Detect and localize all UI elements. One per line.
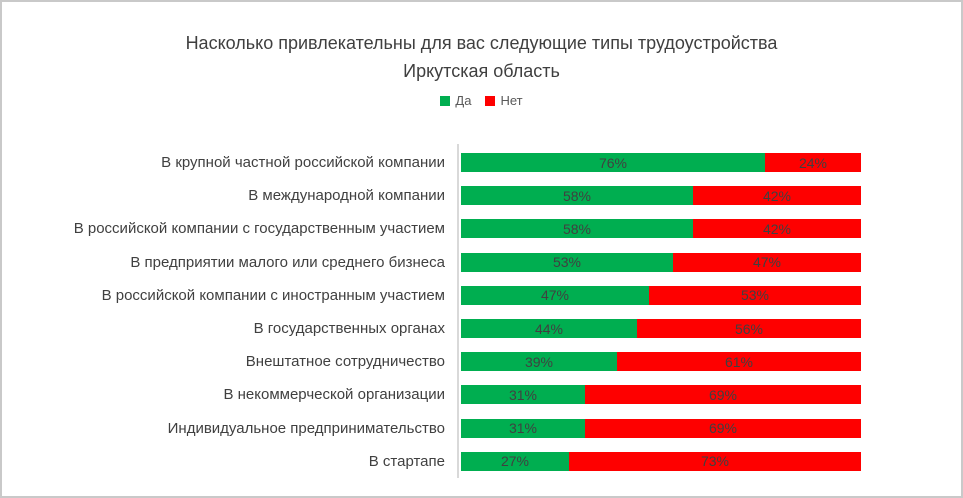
legend-swatch-icon — [485, 95, 496, 106]
bar-track: 44% 56% — [461, 319, 861, 339]
chart-title: Насколько привлекательны для вас следующ… — [2, 29, 961, 85]
legend-item-yes: Да — [440, 93, 471, 108]
bar-segment-yes: 27% — [461, 451, 569, 471]
chart-row: Индивидуальное предпринимательство 31% 69% — [2, 412, 961, 445]
chart-row: В некоммерческой организации 31% 69% — [2, 378, 961, 411]
chart-row: Внештатное сотрудничество 39% 61% — [2, 345, 961, 378]
data-label: 39% — [524, 353, 554, 370]
bar-segment-yes: 58% — [461, 186, 693, 206]
data-label: 31% — [508, 386, 538, 403]
bar-track: 76% 24% — [461, 153, 861, 173]
data-label: 31% — [508, 420, 538, 437]
bar-segment-no: 69% — [585, 418, 861, 438]
chart-row: В стартапе 27% 73% — [2, 445, 961, 478]
bar-track: 58% 42% — [461, 219, 861, 239]
data-label: 61% — [724, 353, 754, 370]
data-label: 56% — [734, 320, 764, 337]
legend-label: Нет — [500, 93, 523, 108]
category-label: В государственных органах — [253, 320, 445, 338]
category-axis-line — [457, 144, 459, 478]
bar-track: 47% 53% — [461, 285, 861, 305]
bar-segment-yes: 58% — [461, 219, 693, 239]
data-label: 53% — [740, 287, 770, 304]
bar-track: 31% 69% — [461, 385, 861, 405]
legend-swatch-icon — [440, 95, 451, 106]
category-label: В крупной частной российской компании — [161, 154, 445, 172]
data-label: 42% — [762, 187, 792, 204]
chart-row: В международной компании 58% 42% — [2, 179, 961, 212]
bar-segment-no: 69% — [585, 385, 861, 405]
data-label: 47% — [752, 254, 782, 271]
data-label: 47% — [540, 287, 570, 304]
bar-segment-yes: 47% — [461, 285, 649, 305]
category-label: В стартапе — [368, 452, 445, 470]
chart-title-line-2: Иркутская область — [403, 61, 560, 81]
bar-segment-no: 56% — [637, 319, 861, 339]
bar-track: 27% 73% — [461, 451, 861, 471]
bar-segment-no: 42% — [693, 219, 861, 239]
bar-segment-yes: 44% — [461, 319, 637, 339]
chart-row: В российской компании с государственным … — [2, 212, 961, 245]
data-label: 53% — [552, 254, 582, 271]
category-label: В международной компании — [248, 187, 445, 205]
bar-segment-yes: 31% — [461, 418, 585, 438]
data-label: 58% — [562, 187, 592, 204]
data-label: 27% — [500, 453, 530, 470]
chart-row: В крупной частной российской компании 76%… — [2, 146, 961, 179]
bar-track: 58% 42% — [461, 186, 861, 206]
bar-segment-no: 42% — [693, 186, 861, 206]
data-label: 44% — [534, 320, 564, 337]
data-label: 73% — [700, 453, 730, 470]
bar-segment-no: 61% — [617, 352, 861, 372]
category-label: В российской компании с иностранным учас… — [101, 286, 445, 304]
plot-area: В крупной частной российской компании 76%… — [2, 146, 961, 478]
bar-track: 39% 61% — [461, 352, 861, 372]
bar-segment-no: 53% — [649, 285, 861, 305]
data-label: 69% — [708, 420, 738, 437]
bar-segment-yes: 39% — [461, 352, 617, 372]
bar-track: 31% 69% — [461, 418, 861, 438]
category-label: В российской компании с государственным … — [73, 220, 445, 238]
data-label: 24% — [798, 154, 828, 171]
bar-segment-yes: 76% — [461, 153, 765, 173]
legend: Да Нет — [2, 93, 961, 108]
legend-label: Да — [455, 93, 472, 108]
category-label: В некоммерческой организации — [223, 386, 445, 404]
data-label: 69% — [708, 386, 738, 403]
bar-track: 53% 47% — [461, 252, 861, 272]
chart-row: В российской компании с иностранным учас… — [2, 279, 961, 312]
bar-segment-no: 24% — [765, 153, 861, 173]
chart-title-line-1: Насколько привлекательны для вас следующ… — [185, 33, 778, 53]
category-label: В предприятии малого или среднего бизнес… — [130, 253, 445, 271]
chart-row: В предприятии малого или среднего бизнес… — [2, 246, 961, 279]
chart-row: В государственных органах 44% 56% — [2, 312, 961, 345]
category-label: Индивидуальное предпринимательство — [167, 419, 445, 437]
category-label: Внештатное сотрудничество — [245, 353, 445, 371]
data-label: 58% — [562, 220, 592, 237]
legend-item-no: Нет — [485, 93, 523, 108]
bar-segment-yes: 53% — [461, 252, 673, 272]
bar-segment-yes: 31% — [461, 385, 585, 405]
data-label: 42% — [762, 220, 792, 237]
bar-segment-no: 47% — [673, 252, 861, 272]
bar-segment-no: 73% — [569, 451, 861, 471]
data-label: 76% — [598, 154, 628, 171]
